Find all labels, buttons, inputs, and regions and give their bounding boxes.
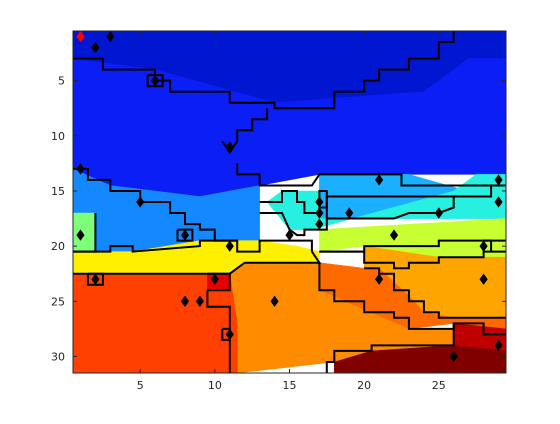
y-tick-label: 15 xyxy=(51,185,65,198)
x-tick-label: 10 xyxy=(208,379,222,392)
y-tick-label: 30 xyxy=(51,350,65,363)
x-tick-label: 5 xyxy=(137,379,144,392)
x-tick-label: 15 xyxy=(283,379,297,392)
region-12 xyxy=(207,274,229,291)
x-tick-label: 25 xyxy=(432,379,446,392)
plot-area xyxy=(73,31,506,373)
x-tick-label: 20 xyxy=(357,379,371,392)
y-tick-label: 5 xyxy=(58,75,65,88)
y-tick-label: 25 xyxy=(51,295,65,308)
y-tick-label: 10 xyxy=(51,130,65,143)
y-tick-label: 20 xyxy=(51,240,65,253)
